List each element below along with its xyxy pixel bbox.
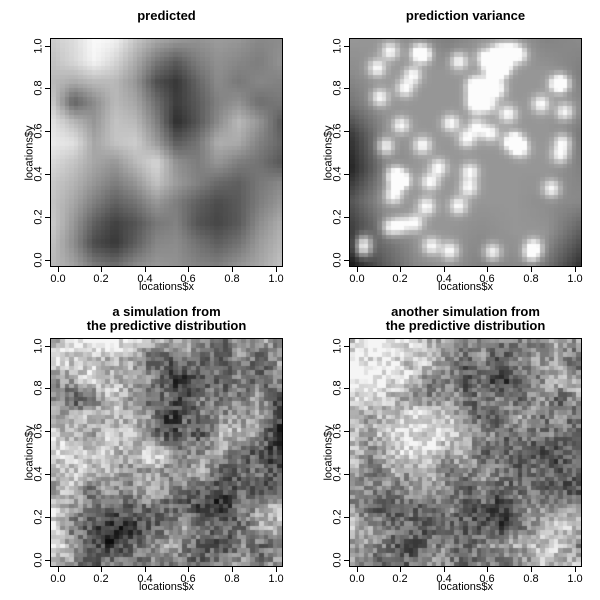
y-tick-mark [45,88,50,89]
x-tick-mark [188,567,189,572]
y-tick-mark [344,474,349,475]
y-tick-label-text: 0.0 [331,252,344,268]
panel-prediction-variance: prediction variance locations$x location… [323,9,583,294]
y-tick-mark [344,431,349,432]
y-tick-label-text: 1.0 [32,38,45,54]
x-tick-mark [232,567,233,572]
y-tick-label-text: 1.0 [331,38,344,54]
x-tick-mark [232,267,233,272]
y-tick-mark [344,217,349,218]
y-tick-label-text: 0.2 [331,509,344,525]
panel-title-line1: another simulation from [391,304,540,319]
y-tick-mark [344,174,349,175]
x-tick-mark [145,567,146,572]
heatmap-predicted [51,39,282,266]
x-axis-label: locations$x [138,281,195,293]
x-tick-mark [188,267,189,272]
y-tick-mark [344,517,349,518]
y-tick-mark [45,388,50,389]
y-tick-label-text: 0.2 [32,509,45,525]
x-tick-mark [276,567,277,572]
x-tick-mark [357,267,358,272]
x-tick-mark [101,267,102,272]
panel-title-prediction-variance: prediction variance [310,9,600,23]
x-tick-mark [444,267,445,272]
y-tick-label-text: 0.8 [32,80,45,96]
panel-predicted: predicted locations$x locations$y 0.0 0.2… [24,9,284,294]
panel-title-predicted: predicted [11,9,322,23]
y-tick-mark [45,517,50,518]
panel-simulation-1: a simulation from the predictive distrib… [24,305,284,594]
x-tick-mark [400,567,401,572]
y-tick-mark [344,388,349,389]
panel-title-simulation-1: a simulation from the predictive distrib… [11,305,322,333]
y-tick-label-text: 0.8 [331,380,344,396]
y-tick-mark [45,346,50,347]
y-tick-mark [45,260,50,261]
y-tick-mark [45,431,50,432]
x-tick-mark [58,267,59,272]
x-tick-mark [58,567,59,572]
y-tick-mark [45,46,50,47]
y-tick-label-text: 0.2 [331,209,344,225]
heatmap-prediction-variance [350,39,581,266]
y-tick-label-text: 1.0 [32,338,45,354]
x-tick-mark [531,267,532,272]
x-tick-mark [531,567,532,572]
x-axis-label: locations$x [437,581,494,593]
x-tick-mark [101,567,102,572]
y-tick-mark [344,346,349,347]
x-tick-mark [145,267,146,272]
panel-title-line1: predicted [137,8,196,23]
panel-title-line2: the predictive distribution [385,318,546,333]
y-tick-mark [45,560,50,561]
y-tick-label-text: 0.2 [32,209,45,225]
x-tick-mark [487,567,488,572]
panel-title-line2: the predictive distribution [86,318,247,333]
y-tick-label-text: 0.0 [32,252,45,268]
x-tick-mark [575,567,576,572]
y-tick-mark [344,46,349,47]
y-tick-mark [344,88,349,89]
y-tick-mark [45,474,50,475]
y-tick-mark [344,260,349,261]
y-tick-label-text: 0.0 [32,552,45,568]
y-tick-mark [344,131,349,132]
x-axis-label: locations$x [138,581,195,593]
x-tick-mark [575,267,576,272]
y-tick-mark [344,560,349,561]
y-tick-label-text: 0.8 [32,380,45,396]
y-tick-label-text: 0.0 [331,552,344,568]
panel-simulation-2: another simulation from the predictive d… [323,305,583,594]
y-tick-mark [45,174,50,175]
y-tick-label-text: 0.8 [331,80,344,96]
x-tick-mark [444,567,445,572]
panel-title-line1: prediction variance [405,8,526,23]
x-axis-label: locations$x [437,281,494,293]
y-tick-label-text: 1.0 [331,338,344,354]
heatmap-simulation-1 [51,339,282,566]
heatmap-simulation-2 [350,339,581,566]
panel-title-line1: a simulation from [112,304,221,319]
x-tick-mark [487,267,488,272]
panel-title-simulation-2: another simulation from the predictive d… [310,305,600,333]
x-tick-mark [276,267,277,272]
y-tick-mark [45,131,50,132]
x-tick-mark [400,267,401,272]
y-tick-mark [45,217,50,218]
x-tick-mark [357,567,358,572]
